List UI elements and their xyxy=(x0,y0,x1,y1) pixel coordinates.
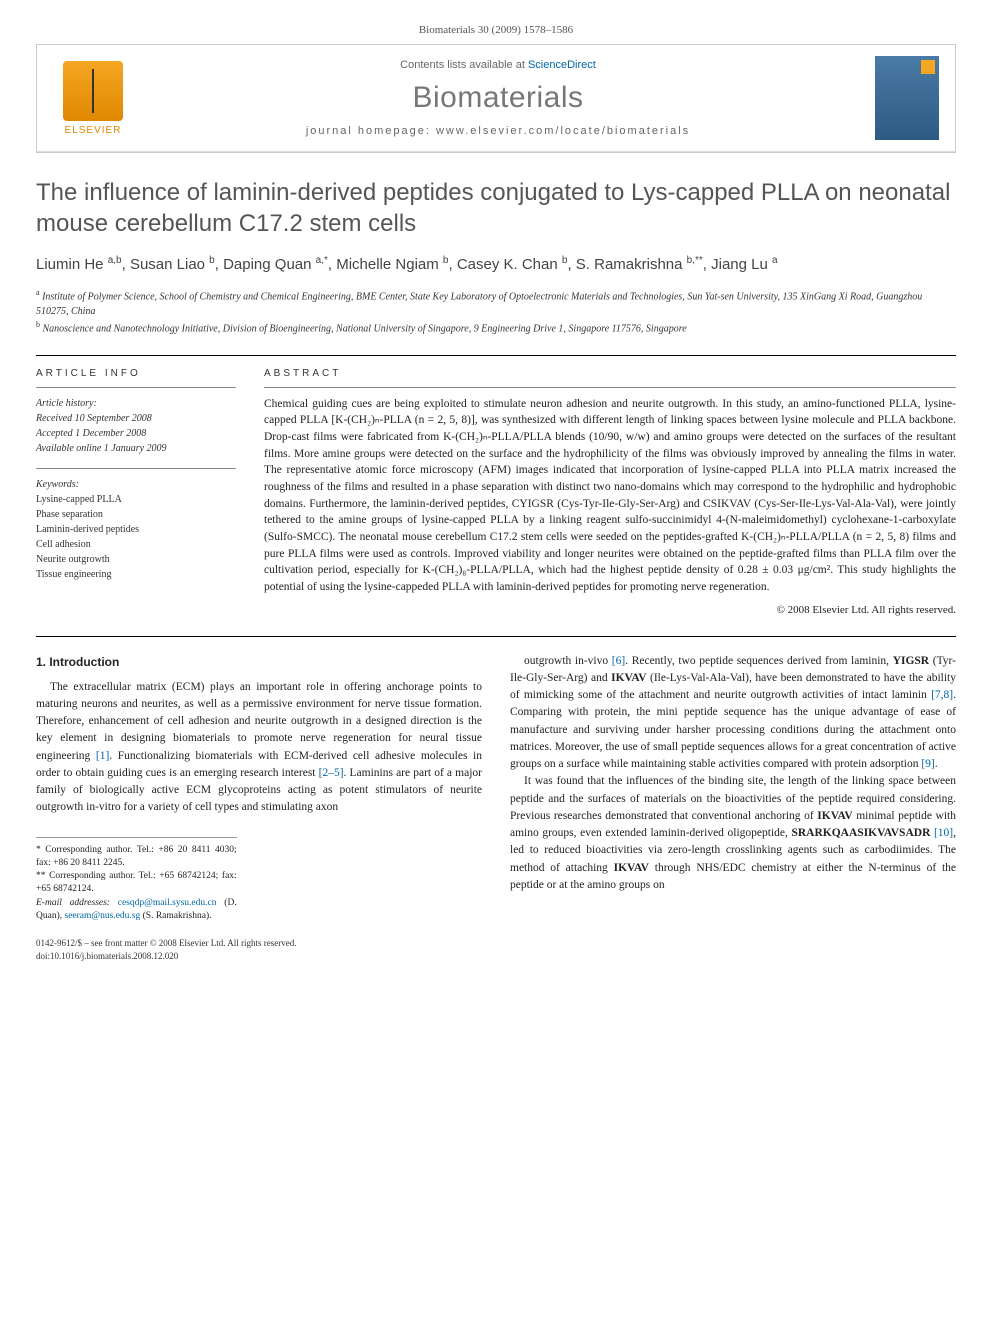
keywords-block: Keywords: Lysine-capped PLLA Phase separ… xyxy=(36,477,236,582)
article-info-col: ARTICLE INFO Article history: Received 1… xyxy=(36,368,236,616)
thin-divider xyxy=(264,387,956,388)
publisher-name: ELSEVIER xyxy=(65,125,122,136)
keyword: Cell adhesion xyxy=(36,537,236,552)
ref-link[interactable]: [1] xyxy=(96,750,109,762)
emails-prefix: E-mail addresses: xyxy=(36,898,118,908)
header-row: ELSEVIER Contents lists available at Sci… xyxy=(37,45,955,152)
ref-link[interactable]: [10] xyxy=(934,827,953,839)
footnotes: * Corresponding author. Tel.: +86 20 841… xyxy=(36,837,237,924)
email-addresses: E-mail addresses: cesqdp@mail.sysu.edu.c… xyxy=(36,897,237,924)
email-link-2[interactable]: seeram@nus.edu.sg xyxy=(65,911,141,921)
affiliations: a Institute of Polymer Science, School o… xyxy=(36,287,956,337)
affiliation-b: b Nanoscience and Nanotechnology Initiat… xyxy=(36,319,956,336)
article-info-label: ARTICLE INFO xyxy=(36,368,236,379)
journal-name: Biomaterials xyxy=(133,81,863,115)
ref-link[interactable]: [7,8] xyxy=(931,689,953,701)
contents-prefix: Contents lists available at xyxy=(400,59,528,71)
article-history: Article history: Received 10 September 2… xyxy=(36,396,236,456)
body-paragraph: outgrowth in-vivo [6]. Recently, two pep… xyxy=(510,653,956,774)
body-col-right: outgrowth in-vivo [6]. Recently, two pep… xyxy=(510,653,956,963)
abstract-label: ABSTRACT xyxy=(264,368,956,379)
sciencedirect-link[interactable]: ScienceDirect xyxy=(528,59,596,71)
keyword: Laminin-derived peptides xyxy=(36,522,236,537)
page-container: Biomaterials 30 (2009) 1578–1586 ELSEVIE… xyxy=(0,0,992,987)
body-columns: 1. Introduction The extracellular matrix… xyxy=(36,653,956,963)
thin-divider xyxy=(36,468,236,469)
divider xyxy=(36,355,956,356)
body-paragraph: The extracellular matrix (ECM) plays an … xyxy=(36,679,482,817)
journal-homepage: journal homepage: www.elsevier.com/locat… xyxy=(133,125,863,137)
authors-list: Liumin He a,b, Susan Liao b, Daping Quan… xyxy=(36,253,956,277)
keyword: Neurite outgrowth xyxy=(36,552,236,567)
header-center: Contents lists available at ScienceDirec… xyxy=(133,59,863,137)
accepted-date: Accepted 1 December 2008 xyxy=(36,426,236,441)
publisher-logo[interactable]: ELSEVIER xyxy=(53,53,133,143)
ref-link[interactable]: [2–5] xyxy=(319,767,344,779)
contents-available: Contents lists available at ScienceDirec… xyxy=(133,59,863,71)
article-title: The influence of laminin-derived peptide… xyxy=(36,177,956,239)
abstract-col: ABSTRACT Chemical guiding cues are being… xyxy=(264,368,956,616)
ref-link[interactable]: [6] xyxy=(612,655,625,667)
received-date: Received 10 September 2008 xyxy=(36,411,236,426)
body-paragraph: It was found that the influences of the … xyxy=(510,773,956,894)
section-heading: 1. Introduction xyxy=(36,653,482,671)
doi-line: doi:10.1016/j.biomaterials.2008.12.020 xyxy=(36,950,482,963)
abstract-text: Chemical guiding cues are being exploite… xyxy=(264,396,956,596)
keyword: Tissue engineering xyxy=(36,567,236,582)
info-abstract-row: ARTICLE INFO Article history: Received 1… xyxy=(36,368,956,616)
email-who-2: (S. Ramakrishna). xyxy=(140,911,211,921)
corresponding-author-2: ** Corresponding author. Tel.: +65 68742… xyxy=(36,870,237,897)
footer-info: 0142-9612/$ – see front matter © 2008 El… xyxy=(36,937,482,962)
keyword: Phase separation xyxy=(36,507,236,522)
keywords-heading: Keywords: xyxy=(36,477,236,492)
citation-line: Biomaterials 30 (2009) 1578–1586 xyxy=(36,24,956,36)
corresponding-author-1: * Corresponding author. Tel.: +86 20 841… xyxy=(36,844,237,871)
body-col-left: 1. Introduction The extracellular matrix… xyxy=(36,653,482,963)
email-link-1[interactable]: cesqdp@mail.sysu.edu.cn xyxy=(118,898,217,908)
ref-link[interactable]: [9] xyxy=(921,758,934,770)
journal-cover-thumbnail[interactable] xyxy=(875,56,939,140)
affiliation-a: a Institute of Polymer Science, School o… xyxy=(36,287,956,319)
keyword: Lysine-capped PLLA xyxy=(36,492,236,507)
online-date: Available online 1 January 2009 xyxy=(36,441,236,456)
divider xyxy=(36,636,956,637)
abstract-copyright: © 2008 Elsevier Ltd. All rights reserved… xyxy=(264,604,956,616)
history-heading: Article history: xyxy=(36,396,236,411)
thin-divider xyxy=(36,387,236,388)
elsevier-tree-icon xyxy=(63,61,123,121)
journal-header: ELSEVIER Contents lists available at Sci… xyxy=(36,44,956,153)
front-matter-line: 0142-9612/$ – see front matter © 2008 El… xyxy=(36,937,482,950)
